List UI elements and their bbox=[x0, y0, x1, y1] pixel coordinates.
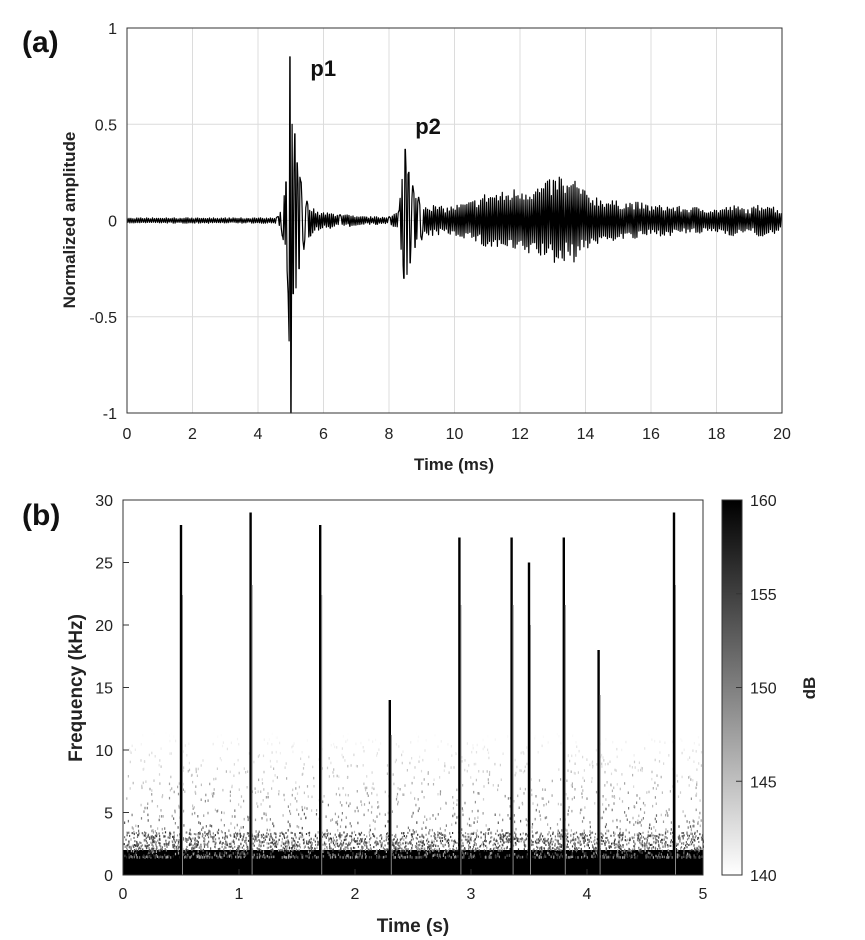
b-x-tick-2: 2 bbox=[351, 886, 360, 903]
panel-label-a: (a) bbox=[22, 26, 59, 59]
a-x-tick-12: 12 bbox=[511, 426, 529, 443]
b-y-tick-30: 30 bbox=[95, 493, 113, 510]
a-x-tick-labels: 0 2 4 6 8 10 12 14 16 18 20 bbox=[123, 426, 791, 443]
a-x-tick-8: 8 bbox=[385, 426, 394, 443]
a-x-tick-20: 20 bbox=[773, 426, 791, 443]
a-annotation-p2: p2 bbox=[415, 114, 441, 139]
a-annotations: p1 p2 bbox=[310, 56, 440, 139]
a-x-tick-16: 16 bbox=[642, 426, 660, 443]
b-x-tick-labels: 0 1 2 3 4 5 bbox=[119, 869, 708, 903]
a-waveform bbox=[126, 56, 782, 414]
b-x-tick-3: 3 bbox=[467, 886, 476, 903]
colorbar-label: dB bbox=[800, 677, 819, 700]
a-x-tick-4: 4 bbox=[254, 426, 263, 443]
b-x-axis-label: Time (s) bbox=[377, 916, 450, 937]
a-y-tick--1: -1 bbox=[103, 406, 117, 423]
b-x-tick-5: 5 bbox=[699, 886, 708, 903]
b-x-tick-4: 4 bbox=[583, 886, 592, 903]
b-y-tick-25: 25 bbox=[95, 556, 113, 573]
a-x-tick-18: 18 bbox=[708, 426, 726, 443]
panel-b: (b) 0 1 2 3 4 5 30 25 20 15 10 5 0 Time (s) Frequen… bbox=[22, 493, 819, 937]
b-y-tick-0: 0 bbox=[104, 868, 113, 885]
colorbar-tick-labels: 160 155 150 145 140 bbox=[736, 493, 777, 885]
a-x-tick-0: 0 bbox=[123, 426, 132, 443]
a-x-tick-6: 6 bbox=[319, 426, 328, 443]
a-y-axis-label: Normalized amplitude bbox=[60, 132, 79, 309]
cb-tick-140: 140 bbox=[750, 868, 777, 885]
a-waveform-line bbox=[126, 56, 782, 414]
a-y-tick-labels: 1 0.5 0 -0.5 -1 bbox=[89, 21, 117, 423]
a-y-tick-1: 1 bbox=[108, 21, 117, 38]
b-y-tick-labels: 30 25 20 15 10 5 0 bbox=[95, 493, 129, 885]
b-y-tick-5: 5 bbox=[104, 806, 113, 823]
a-x-axis-label: Time (ms) bbox=[414, 455, 494, 474]
cb-tick-160: 160 bbox=[750, 493, 777, 510]
panel-a: (a) 0 2 4 6 8 10 12 14 16 18 20 1 0.5 0 -0.5 -1 p1 p2 T… bbox=[22, 21, 791, 474]
cb-tick-145: 145 bbox=[750, 774, 777, 791]
b-y-axis-label: Frequency (kHz) bbox=[66, 614, 87, 762]
b-x-tick-0: 0 bbox=[119, 886, 128, 903]
a-y-tick--0.5: -0.5 bbox=[89, 310, 117, 327]
b-spectrogram bbox=[123, 500, 704, 875]
b-y-tick-20: 20 bbox=[95, 618, 113, 635]
panel-label-b: (b) bbox=[22, 499, 60, 532]
cb-tick-155: 155 bbox=[750, 587, 777, 604]
a-y-tick-0: 0 bbox=[108, 214, 117, 231]
cb-tick-150: 150 bbox=[750, 681, 777, 698]
a-plot-frame bbox=[126, 27, 783, 414]
a-x-tick-10: 10 bbox=[446, 426, 464, 443]
a-annotation-p1: p1 bbox=[310, 56, 336, 81]
a-y-tick-0.5: 0.5 bbox=[95, 117, 117, 134]
b-y-tick-10: 10 bbox=[95, 743, 113, 760]
b-plot-bg bbox=[123, 500, 703, 875]
a-x-tick-14: 14 bbox=[577, 426, 595, 443]
b-x-tick-1: 1 bbox=[235, 886, 244, 903]
b-y-tick-15: 15 bbox=[95, 681, 113, 698]
a-x-tick-2: 2 bbox=[188, 426, 197, 443]
